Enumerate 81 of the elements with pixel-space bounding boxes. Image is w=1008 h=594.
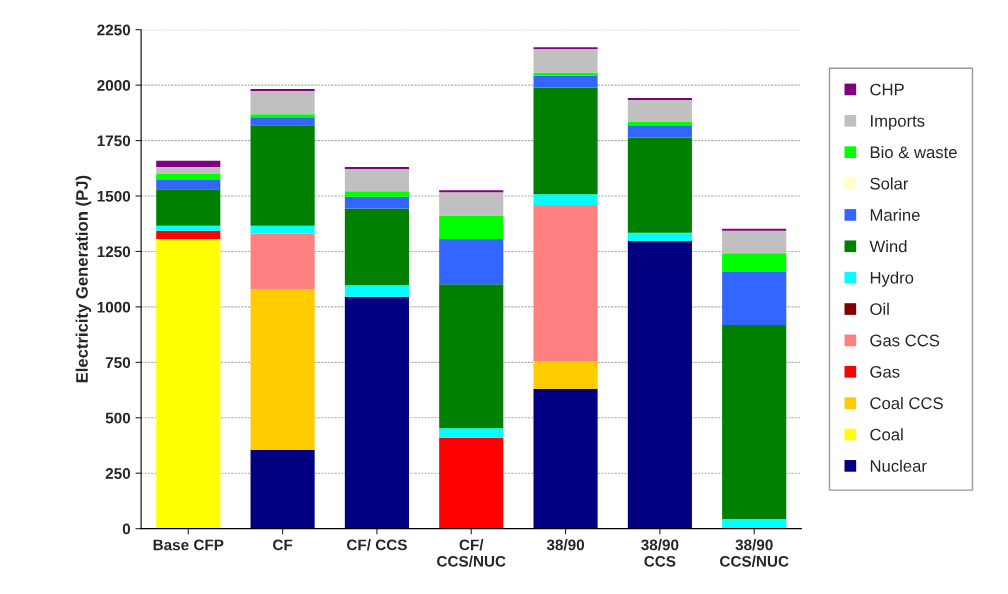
y-tick-label: 500 xyxy=(105,412,131,424)
bar xyxy=(344,168,409,192)
bar xyxy=(533,205,598,362)
legend-label: Coal CCS xyxy=(870,396,943,410)
bar xyxy=(722,230,787,254)
x-tick-label: 38/90 CCS xyxy=(641,539,679,567)
bar xyxy=(439,192,504,216)
bar xyxy=(533,87,598,195)
bar xyxy=(627,121,692,126)
bar xyxy=(250,449,315,529)
legend-label: Marine xyxy=(870,208,920,221)
bar xyxy=(250,117,315,126)
bar xyxy=(439,239,504,285)
bar xyxy=(439,190,504,193)
bar xyxy=(250,233,315,290)
bar xyxy=(156,230,221,240)
bar xyxy=(627,232,692,242)
bar xyxy=(722,518,787,529)
bar xyxy=(250,125,315,226)
x-tick-label: 38/90 CCS/NUC xyxy=(720,539,789,567)
x-tick-label: CF/ CCS/NUC xyxy=(437,539,506,567)
legend-label: Solar xyxy=(870,177,909,190)
legend-label: Nuclear xyxy=(870,459,927,472)
legend-label: CHP xyxy=(870,83,904,96)
bar xyxy=(156,189,221,226)
bar xyxy=(627,100,692,122)
bar xyxy=(344,296,409,529)
bar xyxy=(344,191,409,197)
bar xyxy=(627,125,692,138)
legend-label: Gas CCS xyxy=(870,334,940,347)
bar xyxy=(439,437,504,529)
x-tick-label: 38/90 xyxy=(546,539,585,551)
bar xyxy=(627,241,692,529)
bar xyxy=(533,361,598,389)
y-tick-label: 2000 xyxy=(97,80,131,91)
y-tick-label: 1250 xyxy=(97,246,131,258)
bar xyxy=(250,88,315,91)
y-tick-label: 750 xyxy=(105,357,131,369)
bar xyxy=(250,90,315,115)
bar xyxy=(250,114,315,118)
legend-label: Hydro xyxy=(870,271,914,287)
bar xyxy=(533,48,598,73)
bar xyxy=(439,284,504,429)
x-tick-label: CF xyxy=(273,539,293,551)
y-tick-label: 1000 xyxy=(97,301,131,313)
bar xyxy=(533,388,598,529)
legend-label: Coal xyxy=(870,428,903,441)
bar xyxy=(344,285,409,297)
bar xyxy=(439,428,504,438)
bar xyxy=(722,253,787,273)
bar xyxy=(156,239,221,529)
bar xyxy=(156,180,221,190)
bar xyxy=(722,325,787,519)
x-tick-label: CF/ CCS xyxy=(346,539,407,551)
bar xyxy=(627,137,692,233)
x-tick-label: Base CFP xyxy=(153,539,224,551)
y-tick-label: 0 xyxy=(122,523,131,535)
legend-label: Oil xyxy=(870,302,889,316)
bar xyxy=(439,215,504,240)
y-tick-label: 1500 xyxy=(97,190,131,202)
y-axis-title: Electricity Generation (PJ) xyxy=(75,175,92,383)
legend-label: Bio & waste xyxy=(870,145,957,159)
bar xyxy=(156,225,221,231)
bar xyxy=(344,196,409,209)
bar xyxy=(722,228,787,231)
bar xyxy=(156,166,221,175)
y-tick-label: 250 xyxy=(105,468,131,479)
bar xyxy=(344,166,409,169)
bar xyxy=(250,225,315,234)
bar xyxy=(533,75,598,88)
bar xyxy=(250,289,315,450)
legend-label: Imports xyxy=(871,115,925,131)
bar xyxy=(156,174,221,181)
bar xyxy=(722,272,787,326)
y-tick-label: 2250 xyxy=(97,24,131,36)
legend-label: Wind xyxy=(869,240,907,253)
bar xyxy=(156,160,221,167)
bar xyxy=(344,208,409,286)
y-tick-label: 1750 xyxy=(97,135,131,147)
legend-label: Gas xyxy=(870,365,900,378)
bar xyxy=(533,194,598,206)
